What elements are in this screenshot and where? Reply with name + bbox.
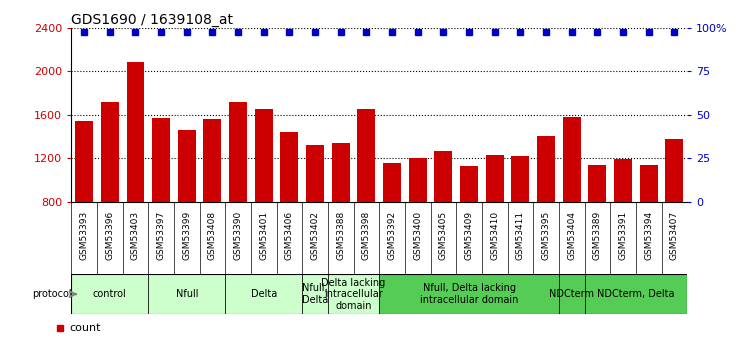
Text: GSM53406: GSM53406 bbox=[285, 210, 294, 260]
Text: GSM53407: GSM53407 bbox=[670, 210, 679, 260]
Bar bbox=[559, 274, 584, 314]
Bar bbox=[537, 137, 555, 289]
Text: GSM53401: GSM53401 bbox=[259, 210, 268, 260]
Text: GSM53405: GSM53405 bbox=[439, 210, 448, 260]
Text: GSM53403: GSM53403 bbox=[131, 210, 140, 260]
Bar bbox=[229, 102, 247, 289]
Bar bbox=[409, 158, 427, 289]
Text: GSM53399: GSM53399 bbox=[182, 210, 192, 260]
Bar bbox=[614, 159, 632, 289]
Text: Delta lacking
intracellular
domain: Delta lacking intracellular domain bbox=[321, 277, 386, 311]
Text: GSM53389: GSM53389 bbox=[593, 210, 602, 260]
Bar bbox=[511, 156, 529, 289]
Bar bbox=[71, 274, 149, 314]
Bar bbox=[379, 274, 559, 314]
Bar bbox=[460, 166, 478, 289]
Text: GSM53410: GSM53410 bbox=[490, 210, 499, 260]
Text: GSM53409: GSM53409 bbox=[465, 210, 474, 260]
Bar bbox=[383, 162, 401, 289]
Text: GSM53394: GSM53394 bbox=[644, 210, 653, 260]
Text: GSM53400: GSM53400 bbox=[413, 210, 422, 260]
Text: GSM53390: GSM53390 bbox=[234, 210, 243, 260]
Bar bbox=[434, 151, 452, 289]
Text: GSM53411: GSM53411 bbox=[516, 210, 525, 260]
Bar bbox=[665, 139, 683, 289]
Bar bbox=[332, 143, 350, 289]
Text: GDS1690 / 1639108_at: GDS1690 / 1639108_at bbox=[71, 12, 234, 27]
Bar bbox=[204, 119, 222, 289]
Text: GSM53388: GSM53388 bbox=[336, 210, 345, 260]
Text: NDCterm: NDCterm bbox=[549, 289, 594, 299]
Text: Nfull, Delta lacking
intracellular domain: Nfull, Delta lacking intracellular domai… bbox=[420, 283, 518, 305]
Bar bbox=[306, 145, 324, 289]
Text: count: count bbox=[70, 323, 101, 333]
Text: GSM53402: GSM53402 bbox=[311, 210, 320, 259]
Bar bbox=[75, 121, 93, 289]
Text: Delta: Delta bbox=[251, 289, 277, 299]
Text: NDCterm, Delta: NDCterm, Delta bbox=[597, 289, 674, 299]
Text: GSM53396: GSM53396 bbox=[105, 210, 114, 260]
Text: protocol: protocol bbox=[32, 289, 71, 299]
Bar bbox=[640, 165, 658, 289]
Text: GSM53395: GSM53395 bbox=[541, 210, 550, 260]
Text: control: control bbox=[93, 289, 127, 299]
Text: GSM53408: GSM53408 bbox=[208, 210, 217, 260]
Text: Nfull,
Delta: Nfull, Delta bbox=[302, 283, 328, 305]
Bar bbox=[357, 109, 376, 289]
Text: Nfull: Nfull bbox=[176, 289, 198, 299]
Text: GSM53398: GSM53398 bbox=[362, 210, 371, 260]
Text: GSM53391: GSM53391 bbox=[619, 210, 628, 260]
Bar bbox=[149, 274, 225, 314]
Bar bbox=[328, 274, 379, 314]
Text: GSM53397: GSM53397 bbox=[157, 210, 166, 260]
Bar bbox=[562, 117, 581, 289]
Bar bbox=[303, 274, 328, 314]
Text: GSM53404: GSM53404 bbox=[567, 210, 576, 259]
Bar bbox=[486, 155, 504, 289]
Text: GSM53392: GSM53392 bbox=[388, 210, 397, 260]
Bar bbox=[255, 109, 273, 289]
Bar bbox=[152, 118, 170, 289]
Bar bbox=[280, 132, 298, 289]
Bar bbox=[101, 102, 119, 289]
Bar bbox=[588, 165, 606, 289]
Bar bbox=[225, 274, 303, 314]
Bar bbox=[178, 130, 196, 289]
Text: GSM53393: GSM53393 bbox=[80, 210, 89, 260]
Bar bbox=[126, 62, 144, 289]
Bar bbox=[584, 274, 687, 314]
